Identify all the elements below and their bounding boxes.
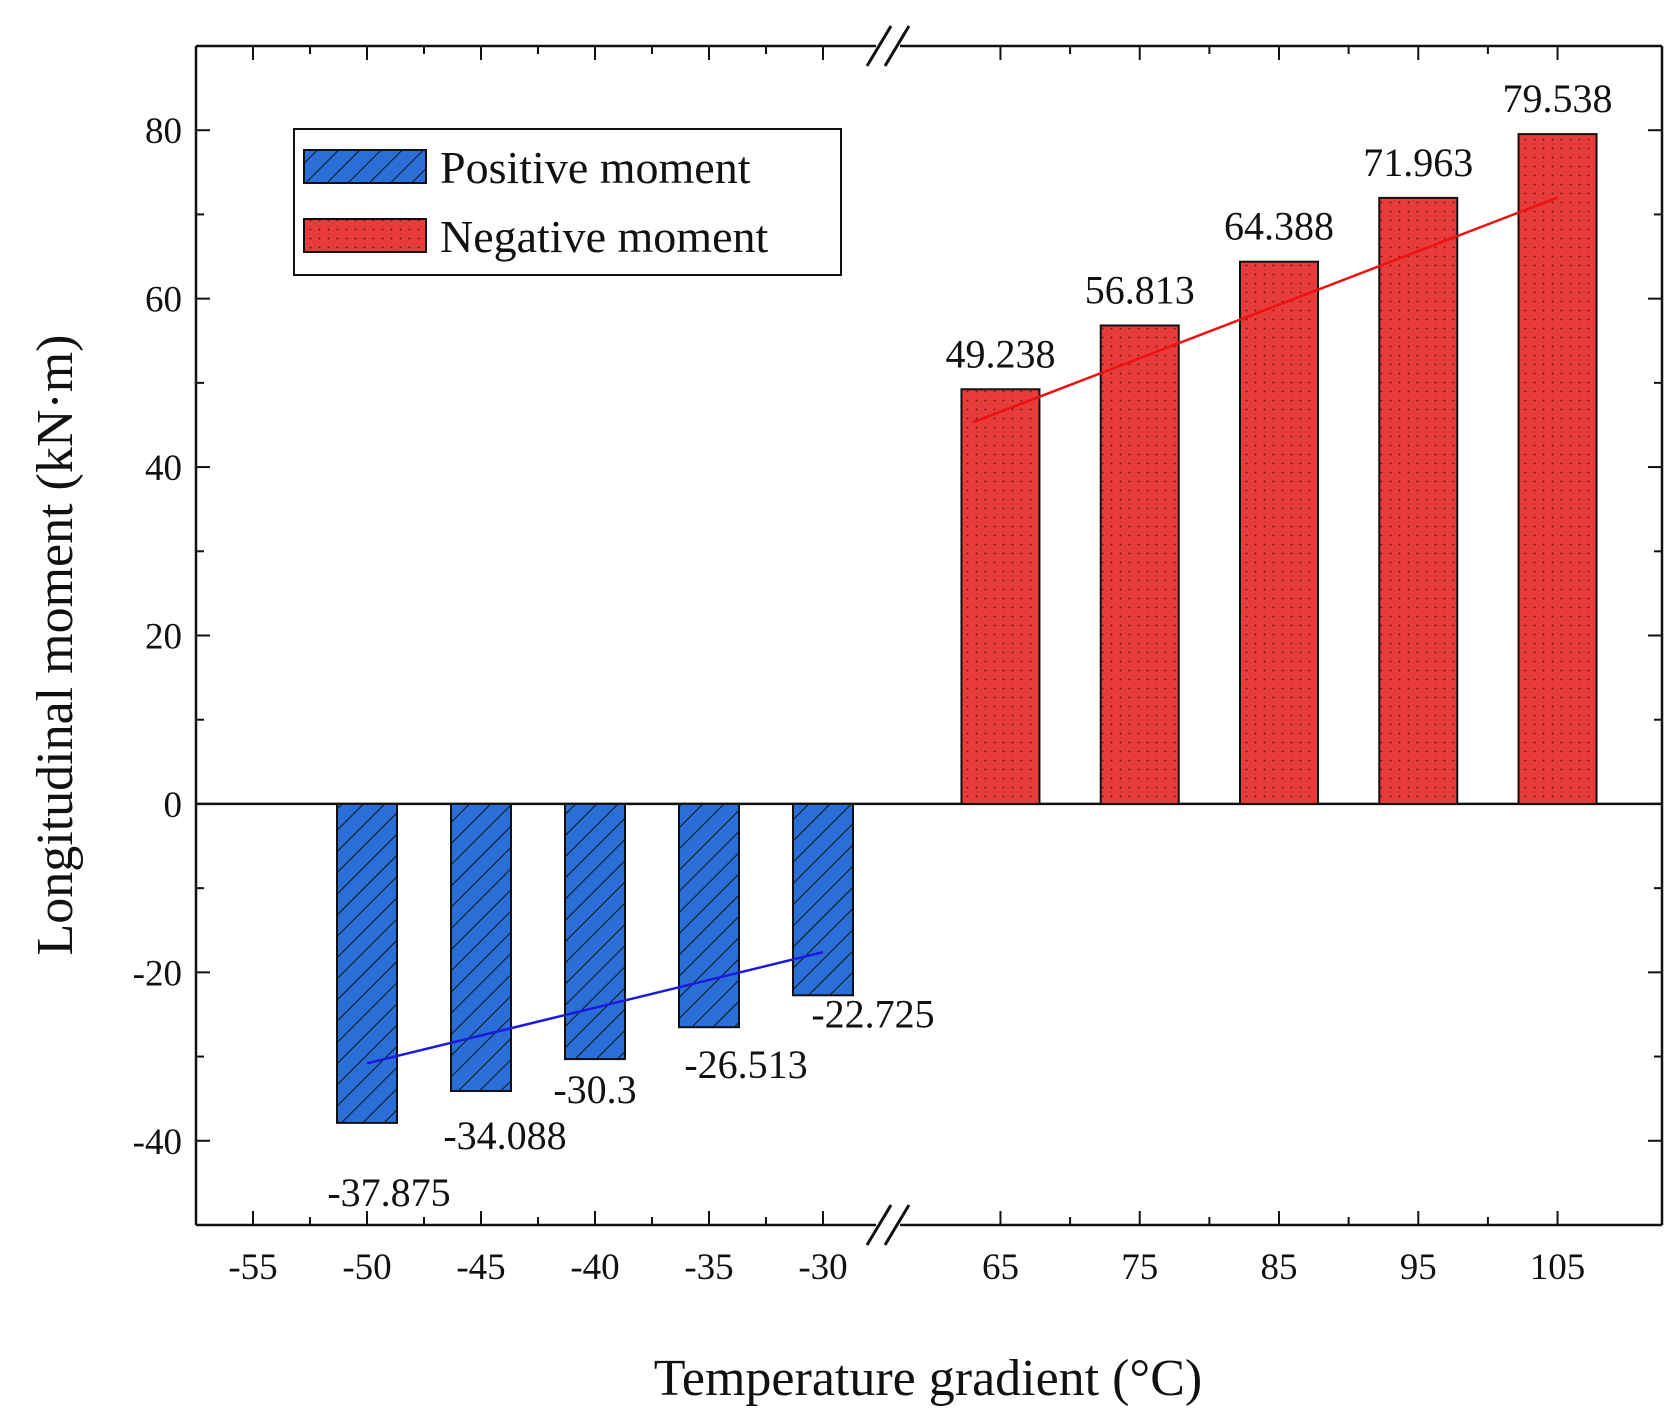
- positive-moment-bar: [450, 802, 512, 1092]
- y-axis-title: Longitudinal moment (kN·m): [27, 334, 84, 955]
- negative-data-label: 49.238: [945, 331, 1055, 376]
- legend-swatch-negative: [303, 218, 427, 253]
- positive-data-label: -22.725: [811, 991, 934, 1036]
- negative-data-label: 79.538: [1503, 76, 1613, 121]
- negative-moment-bar: [1378, 196, 1459, 805]
- x-tick-label: -50: [342, 1247, 391, 1288]
- bottom-axis-break-mark: [865, 1204, 893, 1246]
- y-tick-label: -40: [133, 1122, 182, 1163]
- y-tick-label: 40: [145, 448, 182, 489]
- top-axis-break-mark: [865, 25, 893, 67]
- negative-data-label: 71.963: [1363, 140, 1473, 185]
- negative-moment-bar: [1239, 260, 1319, 805]
- positive-data-label: -37.875: [327, 1170, 450, 1215]
- bottom-axis-break-mark: [883, 1204, 911, 1246]
- x-axis-title: Temperature gradient (°C): [654, 1350, 1202, 1407]
- top-axis-break-mark: [883, 25, 911, 67]
- y-tick-label: 80: [145, 111, 182, 152]
- y-tick-label: -20: [133, 953, 182, 994]
- legend-label-negative: Negative moment: [440, 211, 769, 262]
- y-tick-label: 20: [145, 617, 182, 658]
- x-tick-label: -30: [798, 1247, 847, 1288]
- x-tick-label: 75: [1121, 1247, 1158, 1288]
- legend-label-positive: Positive moment: [440, 142, 751, 193]
- positive-moment-bar: [792, 802, 854, 997]
- negative-moment-bar: [1099, 324, 1180, 805]
- positive-data-label: -34.088: [443, 1113, 566, 1158]
- x-tick-label: 105: [1530, 1247, 1586, 1288]
- x-tick-label: 95: [1400, 1247, 1437, 1288]
- x-tick-label: 85: [1261, 1247, 1298, 1288]
- x-tick-label: 65: [982, 1247, 1019, 1288]
- legend: Positive moment Negative moment: [293, 128, 842, 276]
- x-tick-label: -45: [456, 1247, 505, 1288]
- positive-data-label: -26.513: [684, 1042, 807, 1087]
- legend-swatch-positive: [303, 149, 427, 184]
- positive-moment-bar: [564, 802, 626, 1061]
- positive-data-label: -30.3: [553, 1067, 636, 1112]
- negative-moment-bar: [1517, 133, 1598, 805]
- negative-data-label: 64.388: [1224, 204, 1334, 249]
- x-tick-label: -35: [684, 1247, 733, 1288]
- negative-trend-line: [972, 196, 1558, 424]
- x-tick-label: -40: [570, 1247, 619, 1288]
- y-tick-label: 60: [145, 280, 182, 321]
- x-tick-label: -55: [228, 1247, 277, 1288]
- positive-trend-line: [366, 950, 824, 1065]
- y-tick-label: 0: [164, 785, 183, 826]
- positive-moment-bar: [678, 802, 740, 1029]
- positive-moment-bar: [336, 802, 398, 1124]
- negative-data-label: 56.813: [1085, 267, 1195, 312]
- negative-moment-bar: [960, 388, 1041, 805]
